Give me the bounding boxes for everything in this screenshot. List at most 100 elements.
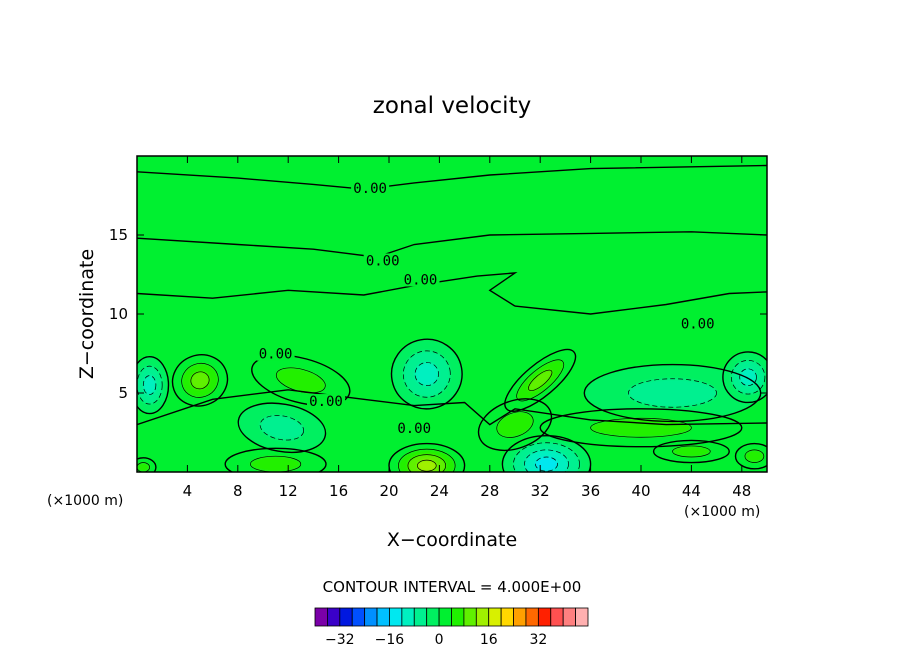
colorbar-swatch — [475, 607, 490, 627]
colorbar-swatch — [513, 607, 527, 627]
contour-line — [535, 456, 558, 472]
zero-contour-label: 0.00 — [309, 394, 343, 410]
contour-line — [739, 368, 757, 386]
y-axis-label: Z−coordinate — [76, 249, 98, 379]
x-tick-label: 12 — [279, 482, 298, 500]
x-tick-label: 48 — [732, 482, 751, 500]
contour-band — [528, 370, 552, 391]
contour-line — [590, 417, 692, 438]
contour-line — [414, 362, 439, 386]
x-axis-ticks: 4 8 12 16 20 24 28 32 36 40 44 48 — [183, 156, 751, 500]
contour-feature — [137, 356, 169, 414]
colorbar-swatch — [314, 607, 328, 627]
y-tick-label: 10 — [109, 305, 128, 323]
contour-line — [251, 354, 351, 407]
contour-band — [415, 362, 439, 386]
colorbar-swatch — [401, 607, 415, 627]
y-axis-ticks: 5 10 15 — [109, 226, 767, 402]
x-tick-label: 16 — [329, 482, 348, 500]
zero-label-background — [307, 394, 345, 409]
contour-feature — [584, 364, 761, 422]
contour-line — [137, 462, 150, 472]
colorbar-swatch — [500, 607, 514, 627]
contour-line — [722, 351, 767, 404]
colorbar-swatch — [575, 607, 589, 627]
contour-line — [672, 445, 711, 458]
contour-line — [528, 369, 553, 391]
contour-line — [504, 348, 577, 412]
x-axis-label: X−coordinate — [387, 529, 517, 551]
colorbar-swatch — [364, 607, 378, 627]
contour-band — [276, 367, 326, 393]
contour-band — [496, 411, 534, 438]
contour-line — [501, 434, 592, 472]
y-tick-label: 5 — [118, 384, 128, 402]
colorbar-swatch — [413, 607, 428, 627]
contour-line — [137, 365, 163, 405]
x-units-left: (×1000 m) — [47, 493, 123, 509]
x-tick-label: 36 — [581, 482, 600, 500]
contour-line — [259, 415, 305, 441]
zero-contour-line — [137, 389, 767, 426]
colorbar-swatch — [426, 607, 440, 627]
colorbar-tick-label: 16 — [480, 632, 498, 648]
contour-line — [171, 354, 229, 407]
contour-feature — [391, 339, 463, 409]
contour-feature — [251, 355, 350, 406]
contour-line — [652, 439, 730, 464]
zero-contour-labels: 0.000.000.000.000.000.000.00 — [256, 180, 717, 437]
colorbar-swatch — [389, 607, 403, 627]
zero-contour-label: 0.00 — [397, 421, 431, 437]
x-tick-label: 20 — [379, 482, 398, 500]
contour-band — [535, 456, 558, 472]
zero-contour-line — [514, 291, 767, 315]
contour-line — [402, 350, 451, 398]
y-tick-label: 15 — [109, 226, 128, 244]
zero-contour-label: 0.00 — [259, 347, 293, 363]
contour-feature — [735, 443, 767, 469]
contour-line — [477, 398, 553, 452]
contour-band — [143, 375, 156, 395]
x-tick-label: 4 — [183, 482, 193, 500]
contour-line — [237, 402, 327, 454]
contour-line — [390, 338, 463, 410]
x-tick-label: 8 — [233, 482, 243, 500]
zero-label-background — [395, 420, 434, 435]
contour-line — [744, 449, 765, 463]
contour-line — [181, 362, 219, 398]
x-tick-label: 44 — [682, 482, 701, 500]
colorbar-tick-label: −16 — [375, 632, 405, 648]
contour-band — [628, 378, 717, 408]
contour-line — [734, 442, 767, 470]
zero-contour-label: 0.00 — [366, 253, 400, 269]
contour-interval-label: CONTOUR INTERVAL = 4.000E+00 — [323, 578, 582, 596]
plot-area — [137, 156, 767, 472]
colorbar-swatch — [438, 607, 452, 627]
contour-line — [137, 457, 157, 472]
contour-line — [416, 459, 437, 472]
contour-feature — [504, 349, 576, 412]
colorbar-swatch — [376, 607, 390, 627]
x-tick-label: 24 — [430, 482, 449, 500]
colorbar-swatch — [339, 607, 353, 627]
zero-label-background — [401, 272, 440, 287]
contour-feature — [172, 354, 228, 406]
zero-label-background — [678, 316, 717, 331]
colorbar-swatch — [488, 607, 502, 627]
colorbar-tick-label: 32 — [529, 632, 547, 648]
contour-line — [730, 359, 766, 395]
zero-contour-label: 0.00 — [404, 272, 438, 288]
contour-band — [672, 445, 711, 457]
colorbar-swatch — [463, 607, 477, 627]
colorbar-swatch — [351, 607, 366, 627]
x-units-right: (×1000 m) — [684, 504, 760, 520]
contour-line — [224, 447, 327, 472]
contour-line — [513, 442, 580, 472]
contour-band — [744, 449, 764, 463]
colorbar-tick-label: −32 — [325, 632, 355, 648]
contour-bands — [137, 339, 767, 472]
colorbar-swatch — [451, 607, 465, 627]
contour-line — [539, 408, 743, 448]
contour-line — [407, 454, 447, 472]
